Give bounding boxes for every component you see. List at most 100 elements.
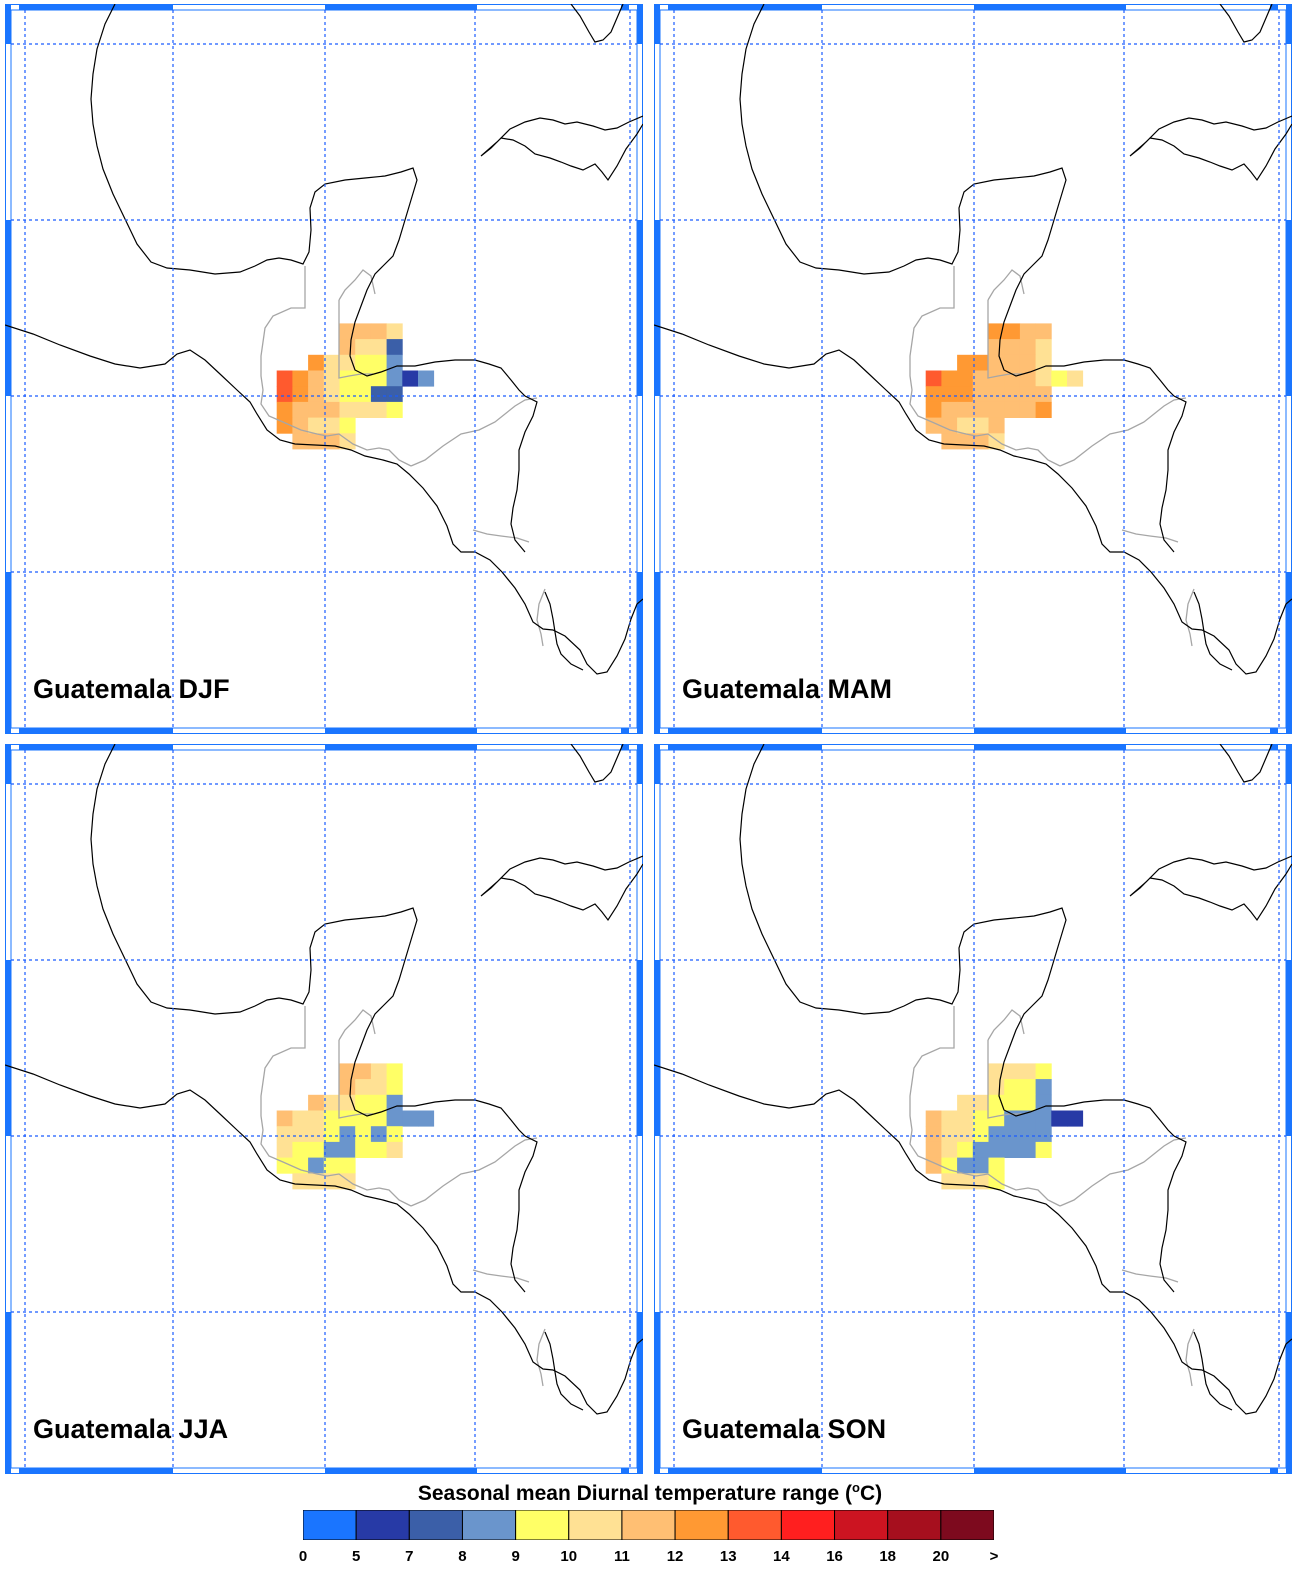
coastline: [1193, 591, 1233, 671]
legend-unit-superscript: o: [852, 1480, 860, 1495]
dtr-cell: [339, 1157, 356, 1174]
dtr-cell: [1035, 370, 1052, 387]
dtr-cell: [972, 1110, 989, 1127]
country-border: [1185, 1328, 1195, 1387]
dtr-cell: [386, 1063, 403, 1080]
coastline: [1219, 744, 1273, 783]
dtr-cell: [402, 1110, 419, 1127]
country-border: [1059, 397, 1187, 467]
colorbar-tick-label: 12: [666, 1548, 684, 1565]
dtr-cell: [323, 401, 340, 418]
dtr-cell: [1019, 1126, 1036, 1143]
dtr-cell: [957, 1110, 974, 1127]
dtr-cell: [1004, 1110, 1021, 1127]
colorbar-tick-label: 8: [458, 1548, 467, 1565]
dtr-cell: [308, 1110, 325, 1127]
dtr-cell: [370, 1141, 387, 1158]
dtr-cell: [972, 401, 989, 418]
dtr-cell: [1004, 339, 1021, 356]
colorbar-swatch: [834, 1510, 889, 1540]
frame-bar-right: [1286, 4, 1292, 44]
colorbar-swatch: [621, 1510, 676, 1540]
frame-bar-right: [637, 744, 643, 784]
dtr-cell: [308, 1157, 325, 1174]
dtr-cell: [355, 1126, 372, 1143]
dtr-cell: [355, 354, 372, 371]
dtr-cell: [339, 370, 356, 387]
dtr-cell: [292, 1126, 309, 1143]
dtr-cell: [1035, 323, 1052, 340]
dtr-cell: [925, 1110, 942, 1127]
dtr-cell: [339, 1094, 356, 1111]
dtr-cell: [1019, 1141, 1036, 1158]
dtr-cell: [957, 433, 974, 450]
dtr-cell: [323, 1157, 340, 1174]
dtr-cell: [292, 1141, 309, 1158]
country-border: [472, 1269, 530, 1283]
dtr-cell: [323, 1094, 340, 1111]
dtr-cell: [1019, 1094, 1036, 1111]
dtr-cell: [988, 1126, 1005, 1143]
colorbar-swatch: [568, 1510, 623, 1540]
frame-bar-bottom: [325, 728, 477, 734]
frame-bar-bottom: [668, 728, 822, 734]
dtr-cell: [925, 370, 942, 387]
coastline: [739, 4, 1187, 553]
dtr-cell: [957, 1094, 974, 1111]
dtr-cell: [386, 401, 403, 418]
dtr-cell: [925, 386, 942, 403]
dtr-cell: [370, 401, 387, 418]
panel-title: Guatemala SON: [682, 1414, 887, 1444]
dtr-cell: [418, 1110, 435, 1127]
dtr-cell: [1035, 1126, 1052, 1143]
frame-bar-bottom: [974, 728, 1126, 734]
dtr-cell: [370, 1126, 387, 1143]
country-border: [536, 1328, 546, 1387]
country-border: [1121, 529, 1179, 543]
dtr-grid-cells: [276, 1063, 435, 1190]
coastline: [570, 4, 624, 43]
dtr-cell: [1035, 1094, 1052, 1111]
frame-bar-bottom: [19, 1468, 173, 1474]
dtr-cell: [1019, 323, 1036, 340]
country-border: [410, 1137, 538, 1207]
coastline: [480, 115, 643, 182]
dtr-cell: [308, 1126, 325, 1143]
frame-bar-left: [654, 572, 660, 734]
frame-bar-left: [654, 960, 660, 1136]
dtr-cell: [308, 386, 325, 403]
dtr-cell: [988, 1110, 1005, 1127]
country-border: [1185, 588, 1195, 647]
dtr-cell: [925, 401, 942, 418]
dtr-cell: [1051, 370, 1068, 387]
dtr-cell: [370, 1094, 387, 1111]
dtr-cell: [308, 433, 325, 450]
dtr-cell: [972, 1126, 989, 1143]
colorbar-tick-label: 0: [298, 1548, 308, 1565]
dtr-cell: [1035, 1141, 1052, 1158]
coastline: [739, 744, 1187, 1293]
dtr-cell: [957, 1141, 974, 1158]
frame-bar-left: [654, 744, 660, 784]
frame-bar-top: [974, 4, 1126, 10]
dtr-cell: [1004, 354, 1021, 371]
frame-bar-top: [325, 744, 477, 750]
map: [5, 4, 643, 734]
dtr-cell: [355, 1110, 372, 1127]
dtr-cell: [323, 1110, 340, 1127]
dtr-cell: [1004, 1141, 1021, 1158]
colorbar-swatch: [674, 1510, 729, 1540]
coastline: [90, 4, 538, 553]
country-border: [987, 1009, 1025, 1041]
dtr-cell: [988, 339, 1005, 356]
frame-bar-right: [1286, 960, 1292, 1136]
dtr-cell: [355, 1141, 372, 1158]
colorbar-swatch: [408, 1510, 463, 1540]
dtr-cell: [339, 386, 356, 403]
dtr-cell: [292, 386, 309, 403]
dtr-cell: [308, 370, 325, 387]
country-border: [987, 1040, 1022, 1119]
dtr-cell: [308, 417, 325, 434]
dtr-cell: [308, 1173, 325, 1190]
dtr-cell: [386, 339, 403, 356]
